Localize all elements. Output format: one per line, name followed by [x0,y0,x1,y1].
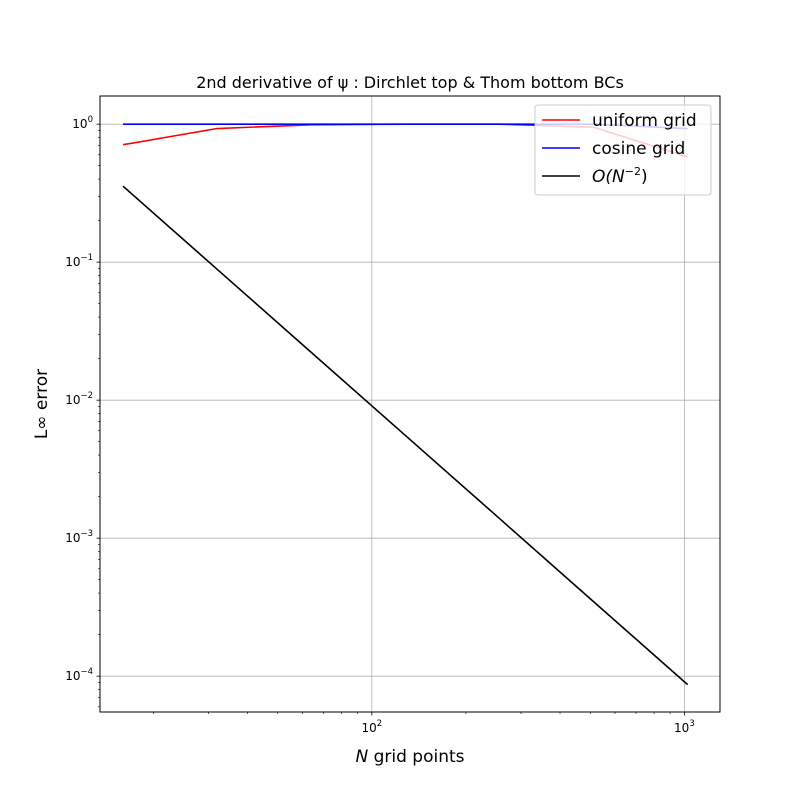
y-axis-ticks: 10−4 10−3 10−2 10−1 100 [65,115,100,683]
minor-ticks [98,130,671,714]
y-axis-label: L∞ error [32,369,52,439]
legend-label-2: O(N−2) [592,165,648,187]
series-lines [122,123,689,686]
legend-label-1: cosine grid [592,139,685,159]
x-axis-label-var: N [355,747,368,767]
y-tick-label: 10−1 [65,253,93,269]
x-axis-label-rest: grid points [368,747,464,767]
series-line-2 [122,185,689,686]
chart-title: 2nd derivative of ψ : Dirchlet top & Tho… [196,73,624,92]
x-tick-label: 102 [361,719,382,735]
y-tick-label: 10−3 [65,529,93,545]
legend: uniform grid cosine grid O(N−2) [534,104,712,196]
y-tick-label: 10−4 [65,667,93,683]
x-tick-label: 103 [674,719,695,735]
legend-label-0: uniform grid [592,111,697,131]
legend-box [534,104,712,196]
x-axis-ticks: 102 103 [361,712,695,735]
y-tick-label: 10−2 [65,391,93,407]
x-axis-label: N grid points [355,747,464,767]
plot-area-frame [99,95,721,713]
y-tick-label: 100 [72,115,93,131]
